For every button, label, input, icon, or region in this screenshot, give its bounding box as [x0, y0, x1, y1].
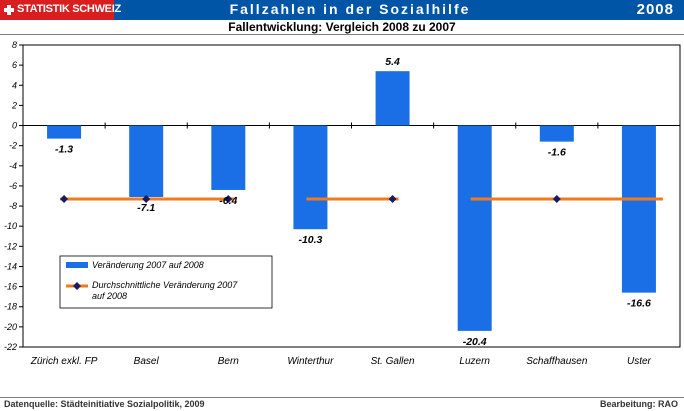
bar — [457, 125, 492, 331]
average-marker — [142, 195, 151, 204]
data-label: -6.4 — [219, 195, 237, 207]
data-label: -20.4 — [463, 336, 487, 348]
data-label: -10.3 — [298, 234, 322, 246]
header-bar: STATISTIK SCHWEIZ Fallzahlen in der Sozi… — [0, 0, 684, 20]
legend: Veränderung 2007 auf 2008 Durchschnittlic… — [59, 255, 273, 309]
page-title: Fallzahlen in der Sozialhilfe — [229, 1, 471, 17]
data-label: -1.6 — [548, 147, 566, 159]
category-label: Bern — [218, 356, 240, 367]
y-tick-label: -20 — [4, 322, 17, 332]
bar — [375, 71, 410, 126]
category-label: Schaffhausen — [526, 356, 588, 367]
legend-box — [59, 255, 273, 309]
average-marker — [224, 195, 233, 204]
chart-subtitle: Fallentwicklung: Vergleich 2008 zu 2007 — [228, 20, 456, 34]
y-tick-label: -8 — [9, 201, 17, 211]
data-label: -16.6 — [627, 298, 651, 310]
bar — [293, 125, 328, 230]
data-label: -7.1 — [137, 202, 155, 214]
y-tick-label: -22 — [4, 342, 17, 352]
y-tick-label: 6 — [12, 60, 17, 70]
bar — [621, 125, 656, 293]
bar — [539, 125, 574, 142]
y-tick-label: -14 — [4, 261, 17, 271]
category-label: Luzern — [459, 356, 490, 367]
legend-label-average: Durchschnittliche Veränderung 2007 — [92, 280, 238, 290]
y-tick-label: -2 — [9, 141, 17, 151]
bar — [47, 125, 82, 139]
legend-bar-swatch — [66, 262, 88, 268]
y-tick-label: -18 — [4, 302, 17, 312]
subtitle-bar: Fallentwicklung: Vergleich 2008 zu 2007 — [0, 20, 684, 35]
y-tick-label: -10 — [4, 221, 17, 231]
data-label: -1.3 — [55, 144, 73, 156]
y-tick-label: 4 — [12, 80, 17, 90]
category-label: Basel — [134, 356, 160, 367]
data-label: 5.4 — [385, 56, 400, 68]
y-tick-label: -4 — [9, 161, 17, 171]
legend-label-bars: Veränderung 2007 auf 2008 — [92, 260, 204, 270]
swiss-cross-icon — [3, 4, 15, 16]
y-tick-label: -12 — [4, 241, 17, 251]
average-marker — [388, 195, 397, 204]
category-label: Zürich exkl. FP — [30, 356, 98, 367]
data-source: Datenquelle: Städteinitiative Sozialpoli… — [4, 399, 205, 409]
bar — [211, 125, 246, 190]
year-label: 2008 — [636, 1, 674, 18]
average-marker — [60, 195, 69, 204]
y-tick-label: -6 — [9, 181, 17, 191]
y-tick-label: 0 — [12, 121, 17, 131]
y-tick-label: 2 — [11, 100, 17, 110]
legend-label-average-cont: auf 2008 — [92, 291, 127, 301]
footer-bar: Datenquelle: Städteinitiative Sozialpoli… — [0, 397, 684, 411]
bar — [129, 125, 164, 198]
average-marker — [552, 195, 561, 204]
logo-text: STATISTIK SCHWEIZ — [17, 3, 121, 15]
y-tick-label: -16 — [4, 282, 17, 292]
y-tick-label: 8 — [12, 40, 17, 50]
statistik-schweiz-logo: STATISTIK SCHWEIZ — [0, 0, 121, 20]
legend-marker-swatch — [73, 282, 81, 290]
bar-chart: 8 6 4 2 0 -2 -4 -6 -8 -10 -12 -14 -16 -18 -20 -22 -1.3 -7… — [4, 40, 681, 367]
category-label: Uster — [627, 356, 652, 367]
editor-credit: Bearbeitung: RAO — [599, 399, 678, 409]
category-label: St. Gallen — [371, 356, 415, 367]
category-label: Winterthur — [287, 356, 334, 367]
